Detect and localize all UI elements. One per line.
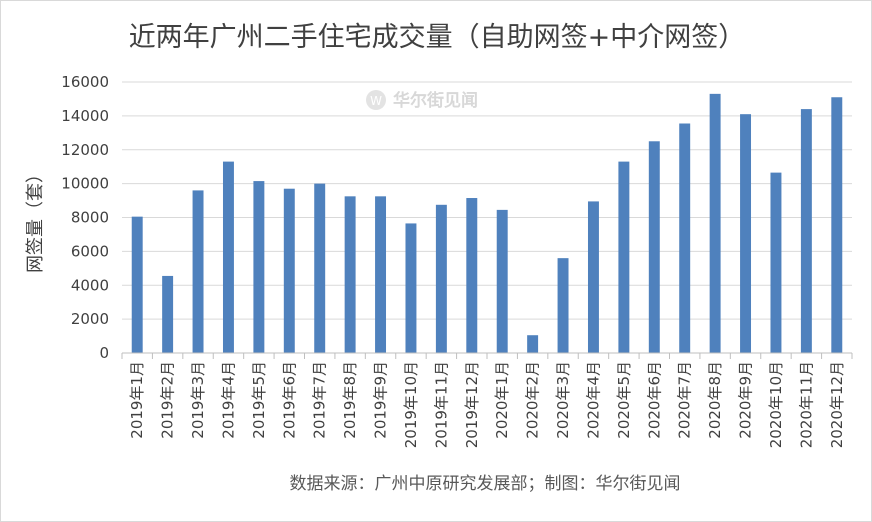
y-axis-label: 网签量（套）: [25, 165, 46, 273]
x-tick-label: 2020年9月: [737, 361, 755, 439]
bar: [740, 114, 752, 354]
x-tick-label: 2020年2月: [524, 361, 542, 439]
chart-title: 近两年广州二手住宅成交量（自助网签+中介网签）: [129, 22, 746, 53]
bar: [435, 204, 447, 353]
bars: [131, 93, 843, 354]
x-tick-labels: 2019年1月 2019年2月 2019年3月 2019年4月 2019年5月 2019年…: [128, 361, 846, 448]
x-tick-label: 2020年12月: [828, 361, 846, 448]
x-tick-label: 2020年7月: [676, 361, 694, 439]
x-tick-label: 2019年10月: [402, 361, 420, 448]
x-tick-label: 2019年8月: [341, 361, 359, 439]
bar: [131, 216, 143, 353]
bar: [314, 183, 326, 353]
x-tick-label: 2019年2月: [159, 361, 177, 439]
bar: [618, 161, 630, 353]
x-tick-label: 2019年12月: [463, 361, 481, 448]
watermark-text: 华尔街见闻: [393, 90, 478, 111]
bar: [770, 172, 782, 353]
x-tick-label: 2020年4月: [584, 361, 602, 439]
bar: [375, 196, 387, 353]
source-note: 数据来源：广州中原研究发展部；制图：华尔街见闻: [290, 474, 681, 494]
bar: [648, 141, 660, 353]
bar: [405, 223, 417, 353]
y-tick-label: 14000: [61, 107, 109, 125]
bar: [800, 109, 812, 353]
y-tick-label: 4000: [71, 276, 109, 294]
x-tick-label: 2020年8月: [706, 361, 724, 439]
watermark-logo-glyph: W: [370, 94, 382, 108]
bar: [587, 201, 599, 353]
gridlines: [122, 81, 852, 320]
y-tick-label: 8000: [71, 209, 109, 227]
x-tick-label: 2020年6月: [645, 361, 663, 439]
watermark: W 华尔街见闻: [366, 90, 478, 111]
bar: [253, 181, 265, 353]
watermark-logo-icon: [366, 90, 386, 110]
x-tick-label: 2019年1月: [128, 361, 146, 439]
bar: [466, 198, 478, 353]
x-tick-label: 2020年5月: [615, 361, 633, 439]
x-tick-label: 2020年10月: [767, 361, 785, 448]
y-tick-label: 2000: [71, 310, 109, 328]
y-tick-label: 0: [99, 344, 109, 362]
x-tick-label: 2019年5月: [250, 361, 268, 439]
x-tick-label: 2019年4月: [219, 361, 237, 439]
bar: [679, 123, 691, 353]
x-tick-label: 2019年6月: [280, 361, 298, 439]
bar: [557, 258, 569, 353]
x-tick-label: 2020年11月: [797, 361, 815, 448]
bar: [283, 188, 295, 353]
bar: [527, 335, 539, 353]
y-tick-labels: 0 2000 4000 6000 8000 10000 12000 14000 16000: [61, 73, 109, 362]
x-tick-label: 2019年7月: [311, 361, 329, 439]
bar: [709, 93, 721, 353]
y-tick-label: 10000: [61, 175, 109, 193]
x-tick-label: 2019年11月: [432, 361, 450, 448]
bar: [496, 209, 508, 353]
bar: [192, 190, 204, 353]
y-tick-label: 16000: [61, 73, 109, 91]
bar: [162, 275, 174, 353]
y-tick-label: 6000: [71, 242, 109, 260]
bar: [222, 161, 234, 353]
x-tick-label: 2020年1月: [493, 361, 511, 439]
x-tick-label: 2019年3月: [189, 361, 207, 439]
x-tick-label: 2019年9月: [372, 361, 390, 439]
y-tick-label: 12000: [61, 141, 109, 159]
axes: [121, 352, 853, 359]
bar: [831, 97, 843, 354]
x-tick-label: 2020年3月: [554, 361, 572, 439]
bar: [344, 196, 356, 353]
